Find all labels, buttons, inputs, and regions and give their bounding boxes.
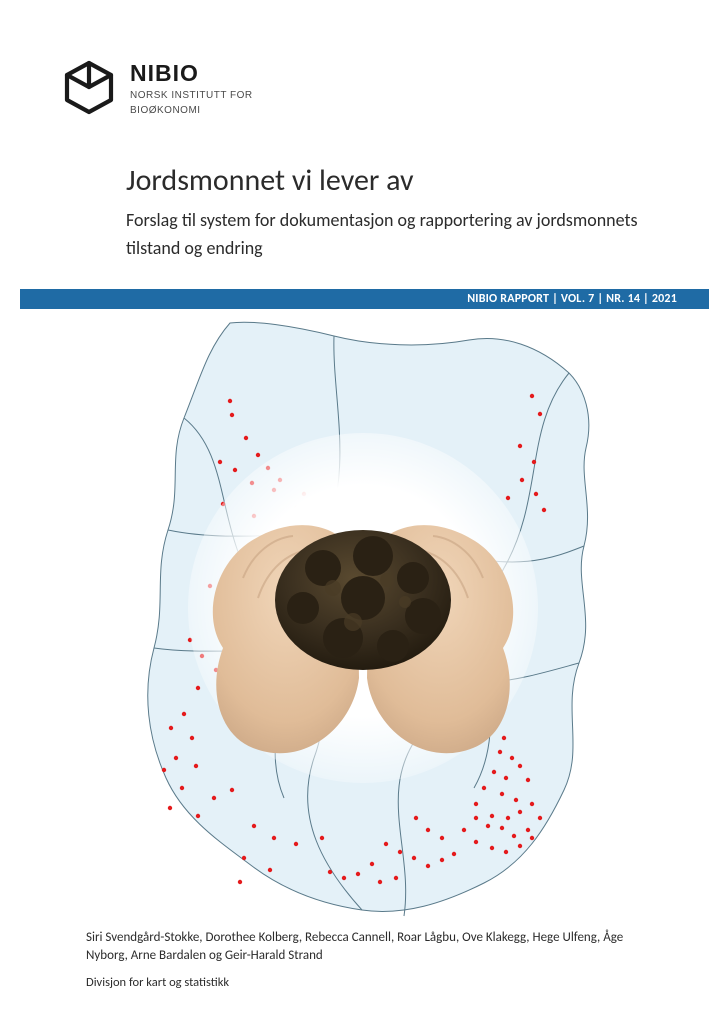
logo-subtitle-1: NORSK INSTITUTT FOR <box>130 89 253 102</box>
page-subtitle: Forslag til system for dokumentasjon og … <box>126 207 684 263</box>
authors-text: Siri Svendgård-Stokke, Dorothee Kolberg,… <box>86 929 664 965</box>
cover-image <box>124 318 602 920</box>
report-banner-text: NIBIO RAPPORT | VOL. 7 | NR. 14 | 2021 <box>467 292 677 306</box>
report-banner: NIBIO RAPPORT | VOL. 7 | NR. 14 | 2021 <box>20 289 709 309</box>
nibio-cube-icon <box>62 60 116 118</box>
title-block: Jordsmonnet vi lever av Forslag til syst… <box>126 162 684 263</box>
logo-block: NIBIO NORSK INSTITUTT FOR BIOØKONOMI <box>62 60 253 118</box>
soil-icon <box>275 530 451 670</box>
division-text: Divisjon for kart og statistikk <box>86 975 664 990</box>
page-title: Jordsmonnet vi lever av <box>126 162 684 199</box>
logo-subtitle-2: BIOØKONOMI <box>130 104 253 117</box>
norway-map-icon <box>124 318 602 920</box>
logo-title: NIBIO <box>130 61 253 86</box>
footer-block: Siri Svendgård-Stokke, Dorothee Kolberg,… <box>86 929 664 990</box>
logo-text: NIBIO NORSK INSTITUTT FOR BIOØKONOMI <box>130 61 253 116</box>
